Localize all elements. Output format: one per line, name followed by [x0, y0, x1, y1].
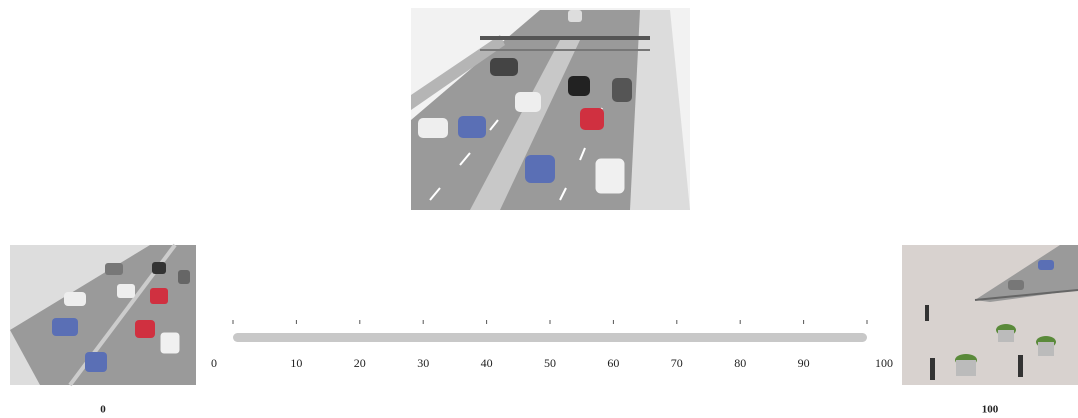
- tick-label: 90: [798, 356, 810, 370]
- top-image: [411, 8, 690, 210]
- tick-label: 80: [734, 356, 746, 370]
- slider-track[interactable]: [233, 333, 867, 342]
- right-image: [902, 245, 1078, 385]
- tick-label: 70: [671, 356, 683, 370]
- tick-label: 30: [417, 356, 429, 370]
- tick-label: 100: [875, 356, 893, 370]
- tick-label: 60: [607, 356, 619, 370]
- tick-label: 0: [211, 356, 217, 370]
- tick-label: 40: [481, 356, 493, 370]
- tick-label: 20: [354, 356, 366, 370]
- tick-label: 50: [544, 356, 556, 370]
- tick-label: 10: [290, 356, 302, 370]
- left-caption: 0: [100, 404, 106, 416]
- right-caption: 100: [982, 404, 999, 416]
- left-image: [10, 243, 196, 387]
